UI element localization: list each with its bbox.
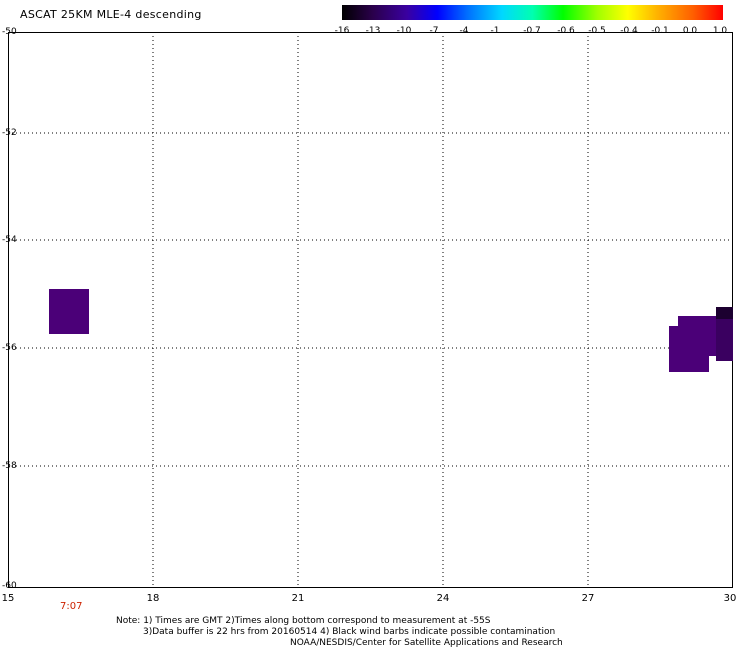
swath-cell — [49, 289, 89, 334]
note-line: 3)Data buffer is 22 hrs from 20160514 4)… — [143, 627, 556, 637]
lat-label: -54 — [2, 235, 17, 245]
colorbar-label: -0.4 — [620, 26, 638, 36]
lon-label: 24 — [436, 593, 450, 604]
lat-label: -56 — [2, 343, 17, 353]
colorbar-label: 0.0 — [682, 26, 698, 36]
colorbar-label: -0.1 — [651, 26, 669, 36]
lon-label: 27 — [581, 593, 595, 604]
colorbar-label: -13 — [365, 26, 381, 36]
lat-label: -60 — [2, 581, 17, 591]
lon-label: 15 — [1, 593, 15, 604]
measurement-time: 7:07 — [60, 601, 83, 612]
lon-label: 21 — [291, 593, 305, 604]
note-line: NOAA/NESDIS/Center for Satellite Applica… — [290, 638, 563, 648]
colorbar-label: -10 — [396, 26, 412, 36]
colorbar-label: -7 — [429, 26, 439, 36]
swath-cell — [678, 316, 723, 356]
swath-cell — [716, 317, 733, 361]
lat-label: -58 — [2, 461, 17, 471]
colorbar-label: -16 — [334, 26, 350, 36]
colorbar-label: -4 — [459, 26, 469, 36]
colorbar-label: -0.5 — [588, 26, 606, 36]
grid-lines — [8, 32, 733, 588]
colorbar-label: -1 — [490, 26, 500, 36]
map-plot-area — [8, 32, 733, 588]
lon-label: 18 — [146, 593, 160, 604]
map-title: ASCAT 25KM MLE-4 descending — [20, 8, 202, 21]
lat-label: -50 — [2, 27, 17, 37]
note-line: Note: 1) Times are GMT 2)Times along bot… — [116, 616, 491, 626]
swath-cell — [716, 307, 733, 319]
colorbar-label: 1.0 — [712, 26, 728, 36]
lon-label: 30 — [723, 593, 737, 604]
lat-label: -52 — [2, 128, 17, 138]
colorbar-label: -0.6 — [557, 26, 575, 36]
colorbar-labels: -16 -13 -10 -7 -4 -1 -0.7 -0.6 -0.5 -0.4… — [330, 26, 730, 38]
colorbar — [342, 5, 723, 20]
colorbar-label: -0.7 — [523, 26, 541, 36]
